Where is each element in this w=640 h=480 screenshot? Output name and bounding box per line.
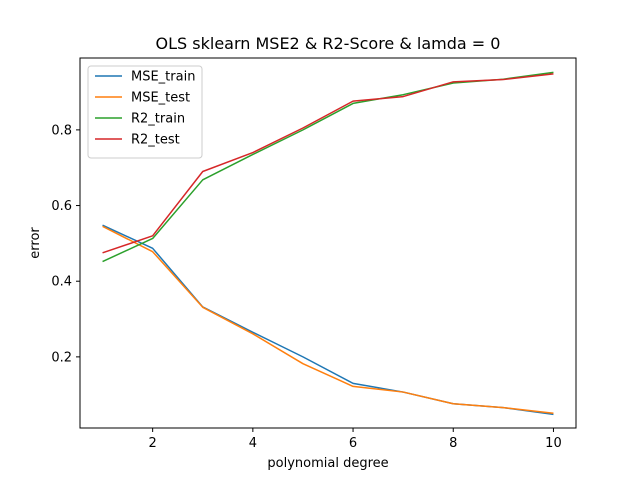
y-axis-label: error — [28, 227, 43, 259]
series-line-r2-test — [102, 73, 554, 254]
y-tick-label: 0.6 — [51, 199, 72, 214]
y-axis: 0.2 0.4 0.6 0.8 — [51, 123, 80, 365]
series-line-mse-test — [102, 225, 554, 414]
y-tick-label: 0.4 — [51, 275, 72, 290]
x-tick-label: 6 — [349, 436, 357, 451]
legend: MSE_train MSE_test R2_train R2_test — [87, 65, 203, 159]
y-tick-label: 0.2 — [51, 350, 72, 365]
x-tick-label: 10 — [545, 436, 562, 451]
legend-label-mse-test: MSE_test — [131, 91, 190, 106]
axes-frame — [79, 57, 577, 429]
legend-label-mse-train: MSE_train — [131, 70, 195, 85]
legend-label-r2-test: R2_test — [131, 133, 180, 148]
chart-title: OLS sklearn MSE2 & R2-Score & lamda = 0 — [156, 34, 501, 53]
x-axis: 2 4 6 8 10 — [149, 428, 562, 451]
x-tick-label: 2 — [149, 436, 157, 451]
x-tick-label: 8 — [449, 436, 457, 451]
x-axis-label: polynomial degree — [267, 456, 388, 471]
legend-label-r2-train: R2_train — [131, 112, 185, 127]
x-tick-label: 4 — [249, 436, 257, 451]
legend-box — [87, 65, 203, 159]
y-tick-label: 0.8 — [51, 123, 72, 138]
plot-area — [102, 71, 554, 416]
